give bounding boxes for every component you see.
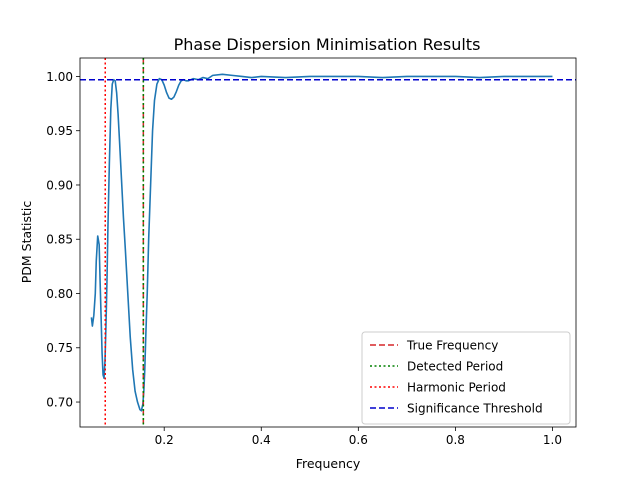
legend-label: True Frequency (406, 338, 498, 352)
y-tick-label: 0.80 (46, 287, 73, 301)
plot-area (80, 58, 576, 427)
legend-label: Harmonic Period (407, 380, 506, 394)
y-tick-label: 0.75 (46, 341, 73, 355)
legend-label: Detected Period (407, 359, 503, 373)
y-tick-label: 0.85 (46, 233, 73, 247)
y-axis-label: PDM Statistic (19, 201, 34, 284)
x-tick-label: 0.4 (252, 433, 271, 447)
x-tick-label: 0.6 (349, 433, 368, 447)
legend: True Frequency Detected Period Harmonic Pe… (361, 331, 571, 425)
y-tick-label: 0.70 (46, 395, 73, 409)
legend-box (361, 331, 571, 425)
x-axis-label: Frequency (296, 456, 361, 471)
y-tick-label: 0.95 (46, 124, 73, 138)
chart-title: Phase Dispersion Minimisation Results (174, 35, 481, 54)
x-tick-label: 0.8 (446, 433, 465, 447)
axes: 0.2 0.4 0.6 0.8 1.0 0.70 0.75 0.80 0.85 0.90 0.95 1… (46, 57, 577, 447)
y-tick-label: 1.00 (46, 70, 73, 84)
pdm-statistic-line (90, 73, 553, 412)
axes-frame (79, 57, 577, 428)
legend-label: Significance Threshold (407, 401, 543, 415)
x-tick-label: 0.2 (155, 433, 174, 447)
y-tick-label: 0.90 (46, 178, 73, 192)
x-tick-label: 1.0 (543, 433, 562, 447)
